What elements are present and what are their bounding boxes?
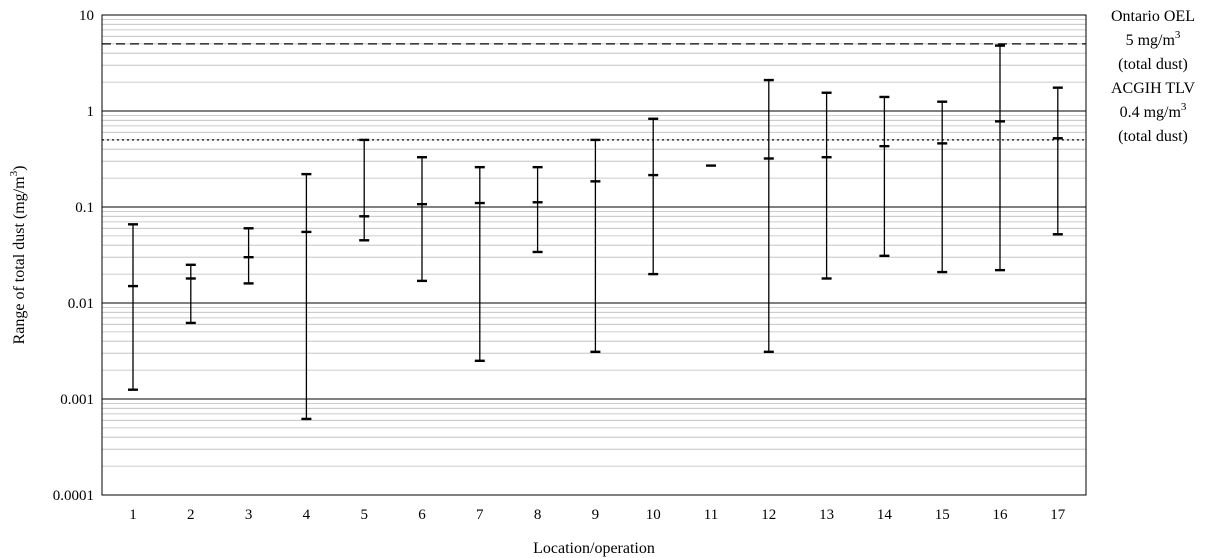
x-tick-label: 6 (418, 507, 426, 523)
range-bar-12 (763, 78, 774, 354)
x-tick-label: 9 (592, 507, 600, 523)
range-bar-6 (417, 156, 427, 283)
y-tick-label: 0.001 (60, 392, 94, 408)
range-bars (128, 44, 1063, 421)
x-tick-label: 7 (476, 507, 484, 523)
range-bar-16 (995, 44, 1005, 272)
range-bar-10 (648, 117, 659, 276)
x-tick-label: 13 (819, 507, 834, 523)
x-tick-label: 2 (187, 507, 195, 523)
x-tick-label: 1 (129, 507, 137, 523)
reference-labels: Ontario OEL 5 mg/m3 (total dust) ACGIH TLV 0… (1111, 8, 1195, 145)
range-bar-14 (879, 95, 890, 258)
plot-frame (101, 14, 1087, 496)
y-tick-labels: 10 1 0.1 0.01 0.001 0.0001 (53, 8, 94, 504)
x-tick-label: 12 (761, 507, 776, 523)
reference-label-line: 5 mg/m3 (1126, 29, 1181, 49)
range-bar-17 (1052, 86, 1063, 236)
y-tick-label: 0.0001 (53, 488, 94, 504)
x-tick-label: 4 (303, 507, 311, 523)
y-tick-label: 0.01 (68, 296, 94, 312)
y-axis-title: Range of total dust (mg/m3) (8, 166, 28, 345)
range-bar-3 (243, 227, 254, 285)
x-tick-label: 11 (704, 507, 718, 523)
x-tick-label: 10 (646, 507, 661, 523)
range-bar-1 (128, 223, 138, 391)
x-tick-labels: 1 2 3 4 5 6 7 8 9 10 11 12 13 14 15 16 17 (129, 507, 1066, 523)
y-tick-label: 0.1 (75, 200, 94, 216)
y-tick-label: 10 (79, 8, 94, 24)
reference-label-line: 0.4 mg/m3 (1120, 101, 1187, 121)
x-tick-label: 3 (245, 507, 253, 523)
grid-lines (102, 14, 1086, 496)
x-tick-label: 15 (935, 507, 950, 523)
reference-label-line: (total dust) (1118, 128, 1188, 145)
x-tick-label: 17 (1050, 507, 1066, 523)
reference-label-line: Ontario OEL (1111, 8, 1195, 25)
x-tick-label: 16 (993, 507, 1009, 523)
range-bar-15 (937, 100, 948, 274)
range-bar-2 (185, 263, 196, 325)
range-bar-9 (590, 138, 601, 354)
x-axis-title: Location/operation (533, 540, 655, 557)
range-bar-5 (359, 138, 370, 242)
range-bar-4 (301, 172, 312, 421)
range-bar-8 (532, 165, 543, 254)
reference-label-line: (total dust) (1118, 56, 1188, 73)
y-tick-label: 1 (87, 104, 95, 120)
x-tick-label: 14 (877, 507, 893, 523)
reference-label-line: ACGIH TLV (1111, 80, 1195, 97)
range-bar-7 (474, 165, 485, 362)
x-tick-label: 5 (360, 507, 368, 523)
x-tick-label: 8 (534, 507, 542, 523)
range-bar-13 (821, 91, 832, 280)
